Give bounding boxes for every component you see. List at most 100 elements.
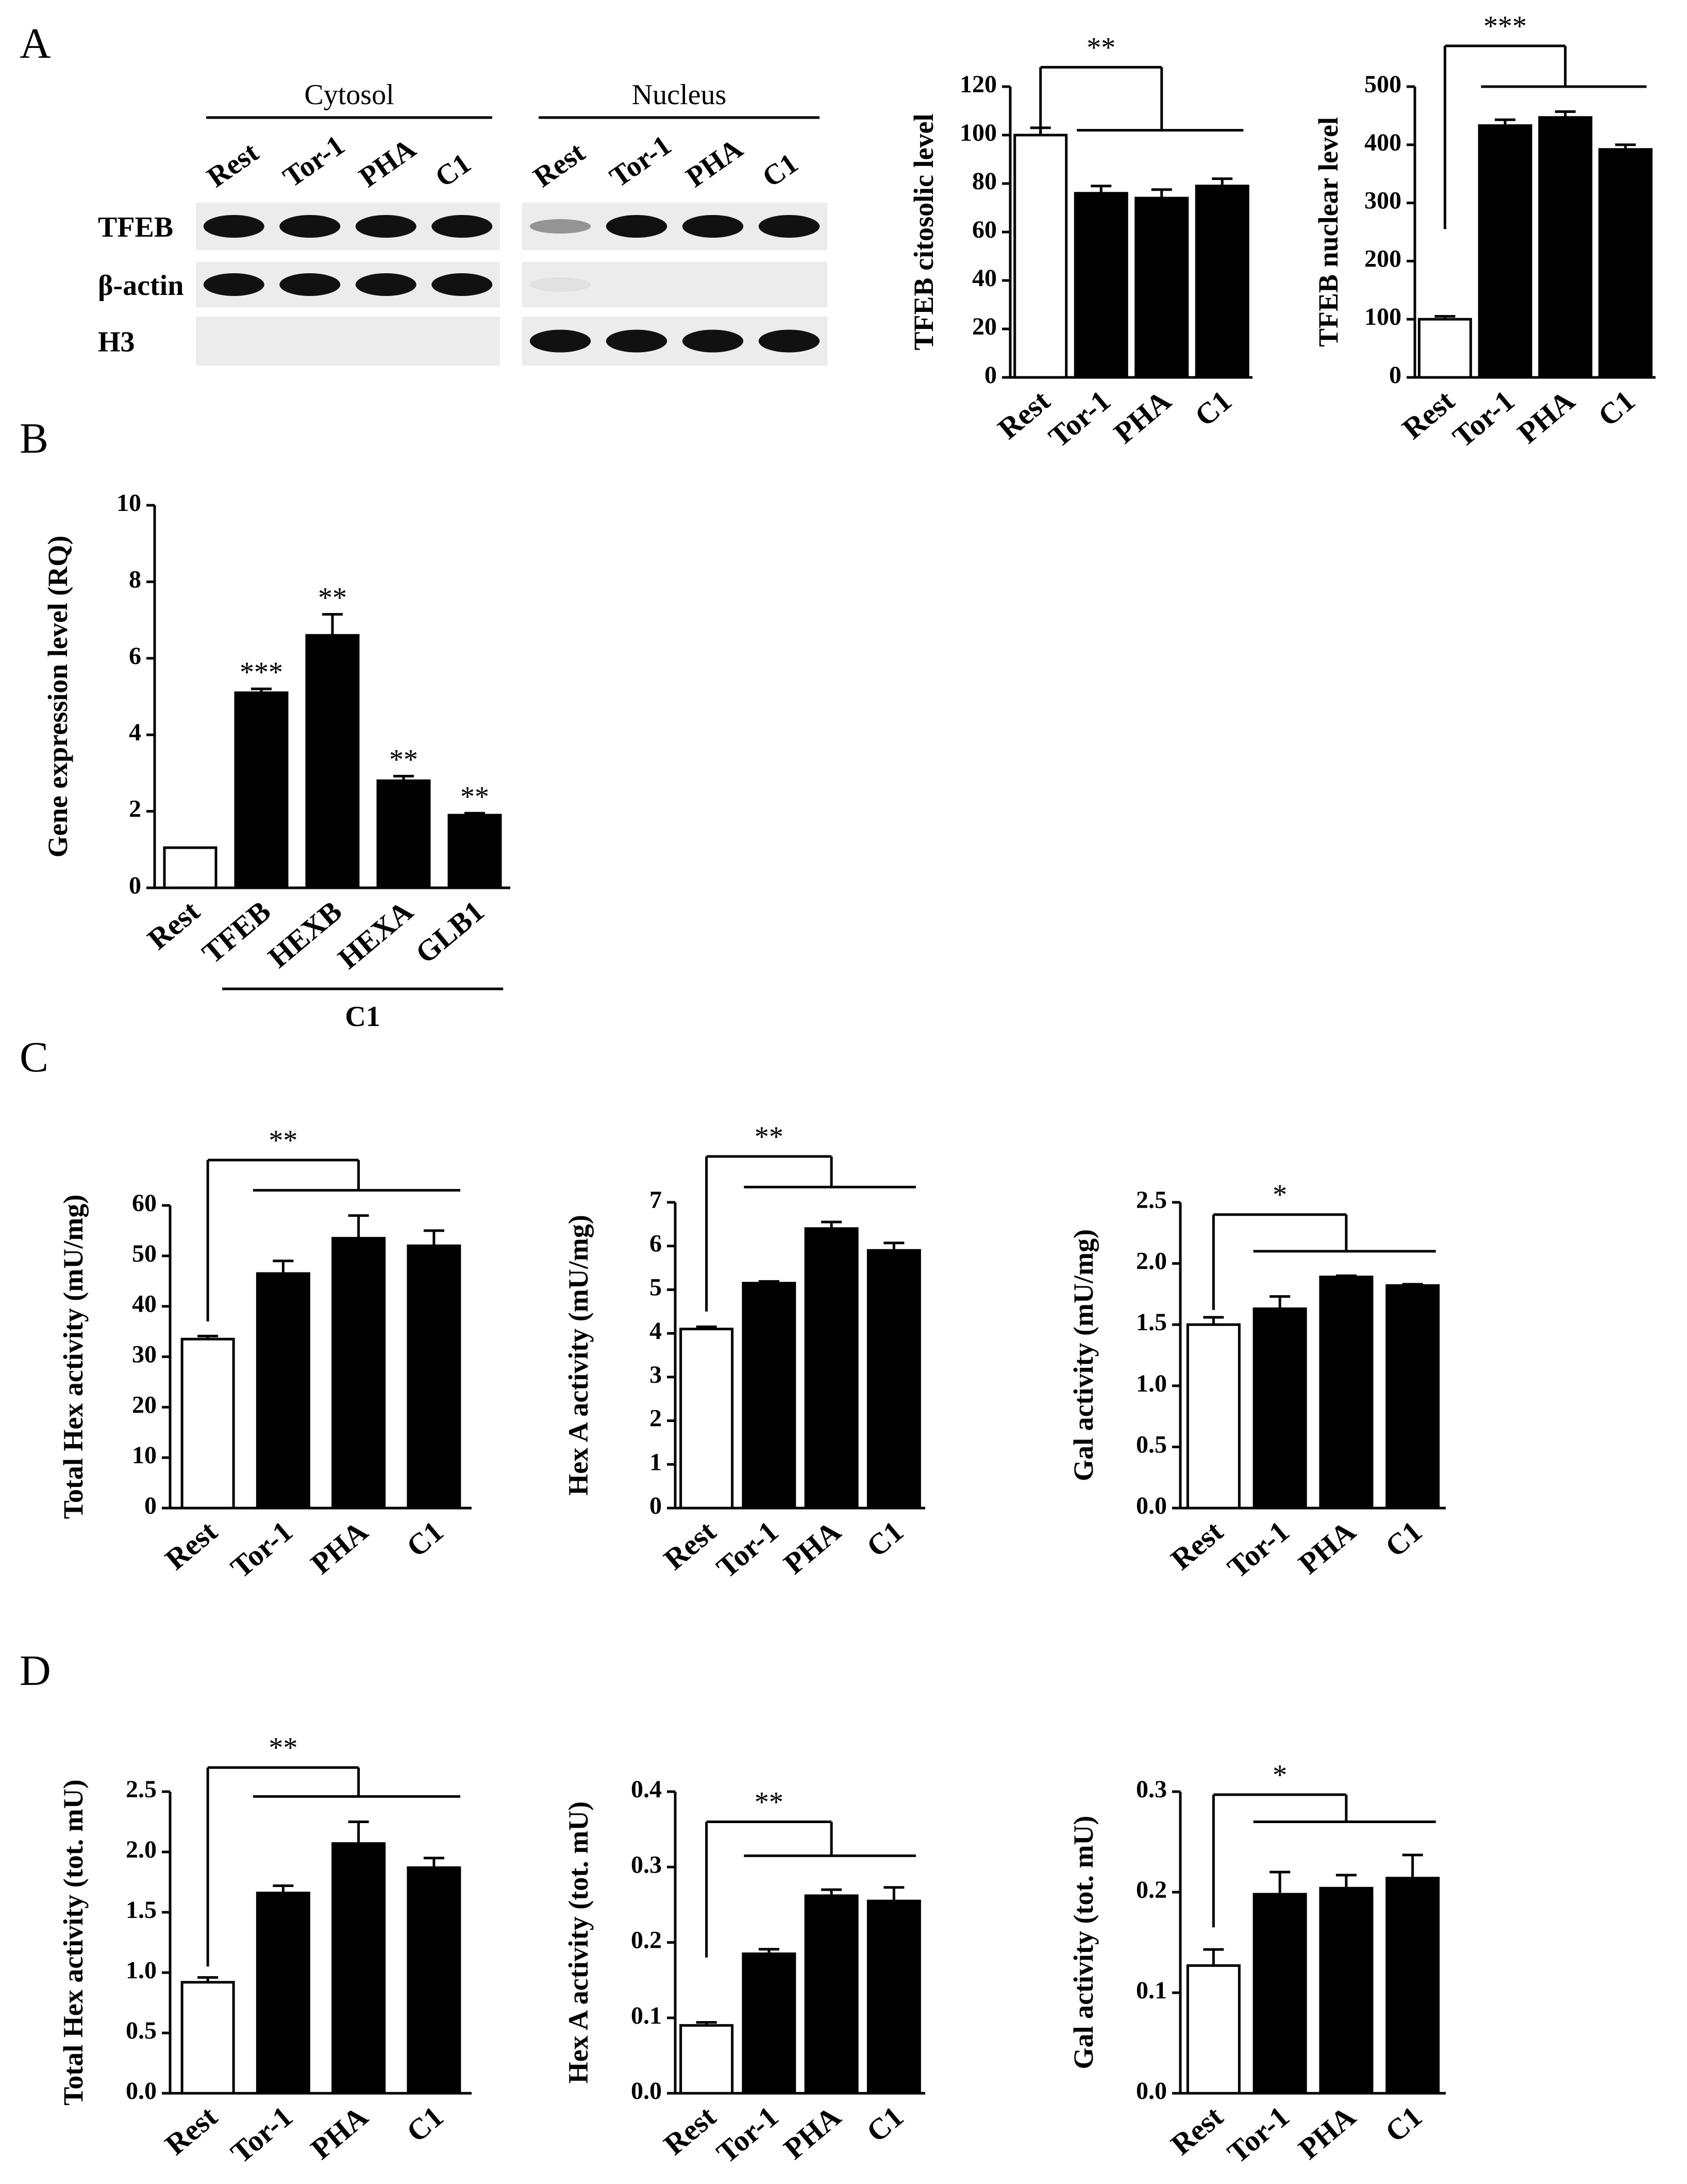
chart-b-group-label: C1 <box>345 1001 380 1033</box>
chart-a2-bar-c1 <box>1598 148 1653 379</box>
chart-c3-ylabel: Gal activity (mU/mg) <box>1068 1229 1099 1481</box>
chart-c3-ytick-label-5: 2.5 <box>1136 1186 1167 1214</box>
chart-c1-bar-rest <box>180 1337 235 1510</box>
chart-b-star-glb1: ** <box>460 781 489 813</box>
chart-b-star-hexa: ** <box>389 743 418 775</box>
chart-d3-ytick-label-3: 0.3 <box>1136 1776 1167 1803</box>
chart-d1-bar-c1 <box>407 1866 461 2095</box>
chart-c2-ytick-label-3: 3 <box>649 1361 662 1388</box>
chart-d1-bar-pha <box>331 1842 386 2095</box>
chart-d1-ytick-label-3: 1.5 <box>126 1896 157 1924</box>
blot-group-label-cytosol: Cytosol <box>304 79 394 111</box>
chart-d3-ylabel: Gal activity (tot. mU) <box>1068 1816 1099 2070</box>
chart-a2-ytick-label-3: 300 <box>1364 187 1401 214</box>
chart-b-ytick-label-5: 10 <box>116 489 141 517</box>
panel-letter-d: D <box>20 1647 51 1695</box>
chart-c3-bar-c1 <box>1385 1284 1440 1510</box>
chart-b-star-tfeb: *** <box>240 656 283 688</box>
chart-c1-bar-c1 <box>407 1244 461 1510</box>
chart-c2-ytick-label-0: 0 <box>649 1492 662 1519</box>
blot-band-nucleus-actin-lane-1 <box>529 277 591 292</box>
chart-b-bar-glb1 <box>447 814 502 889</box>
chart-b-bar-tfeb <box>234 691 289 889</box>
panel-letter-a: A <box>20 20 51 68</box>
chart-c1-bar-tor-1 <box>256 1272 310 1510</box>
chart-d3-bar-c1 <box>1385 1877 1440 2095</box>
blot-row-label-h3: H3 <box>98 326 135 358</box>
chart-b-ytick-label-2: 4 <box>129 719 141 746</box>
chart-a1-ytick-label-1: 20 <box>972 313 997 340</box>
chart-d1-significance-label: ** <box>269 1732 297 1764</box>
chart-c3-ytick-label-1: 0.5 <box>1136 1431 1167 1458</box>
chart-c3-ytick-label-4: 2.0 <box>1136 1248 1167 1275</box>
chart-c2-ytick-label-7: 7 <box>649 1186 662 1214</box>
chart-a1-bar-tor-1 <box>1074 192 1128 379</box>
chart-a2-ytick-label-1: 100 <box>1364 303 1401 330</box>
chart-c1-ytick-label-0: 0 <box>144 1492 157 1519</box>
chart-c1-ytick-label-5: 50 <box>132 1240 157 1267</box>
blot-band-nucleus-h3-lane-3 <box>682 329 744 353</box>
chart-b-star-hexb: ** <box>318 582 347 614</box>
blot-membrane-nucleus-1 <box>522 262 827 307</box>
blot-band-nucleus-tfeb-lane-4 <box>758 215 820 238</box>
chart-d1-ytick-label-1: 0.5 <box>126 2017 157 2044</box>
chart-c1-bar-pha <box>331 1237 386 1510</box>
chart-a2-ytick-label-0: 0 <box>1389 361 1401 389</box>
blot-band-nucleus-h3-lane-4 <box>758 329 820 353</box>
chart-b-ytick-label-3: 6 <box>129 642 141 670</box>
blot-band-nucleus-tfeb-lane-3 <box>682 215 744 238</box>
chart-b-bar-rest <box>163 846 218 889</box>
chart-d3-ytick-label-0: 0.0 <box>1136 2077 1167 2105</box>
chart-d2-bar-rest <box>679 2024 734 2095</box>
chart-c2-ytick-label-1: 1 <box>649 1448 662 1476</box>
blot-band-nucleus-tfeb-lane-2 <box>606 215 667 238</box>
chart-a1-ytick-label-5: 100 <box>960 119 997 146</box>
chart-c2-ylabel: Hex A activity (mU/mg) <box>563 1215 594 1495</box>
blot-row-label-tfeb: TFEB <box>98 211 173 243</box>
chart-a1-ytick-label-3: 60 <box>972 216 997 243</box>
chart-a1-bar-c1 <box>1195 185 1249 379</box>
chart-a1-ylabel: TFEB citosolic level <box>908 114 939 351</box>
chart-c3-bar-tor-1 <box>1252 1307 1307 1510</box>
chart-d2-ytick-label-2: 0.2 <box>631 1927 662 1954</box>
chart-c1-ytick-label-4: 40 <box>132 1290 157 1318</box>
blot-band-cytosol-actin-lane-1 <box>203 273 264 296</box>
blot-band-nucleus-h3-lane-2 <box>606 329 667 353</box>
chart-c2-significance-label: ** <box>755 1121 783 1153</box>
chart-d1-ytick-label-2: 1.0 <box>126 1957 157 1984</box>
chart-d2-bar-tor-1 <box>742 1952 796 2095</box>
chart-d1-bar-rest <box>180 1981 235 2095</box>
chart-a2-ytick-label-5: 500 <box>1364 71 1401 98</box>
blot-band-cytosol-actin-lane-4 <box>431 273 493 296</box>
chart-b-bar-hexb <box>305 634 360 889</box>
chart-a1-bar-pha <box>1134 196 1189 379</box>
chart-a1-ytick-label-0: 0 <box>984 361 997 389</box>
chart-c1-ylabel: Total Hex activity (mU/mg) <box>58 1195 89 1519</box>
chart-c2-bar-c1 <box>866 1249 921 1510</box>
chart-c3-ytick-label-0: 0.0 <box>1136 1492 1167 1519</box>
chart-d2-ylabel: Hex A activity (tot. mU) <box>563 1801 594 2083</box>
chart-a1-ytick-label-4: 80 <box>972 168 997 195</box>
chart-d3-ytick-label-2: 0.2 <box>1136 1876 1167 1904</box>
chart-d3-ytick-label-1: 0.1 <box>1136 1977 1167 2004</box>
blot-band-nucleus-tfeb-lane-1 <box>529 219 591 234</box>
chart-d2-ytick-label-4: 0.4 <box>631 1776 662 1803</box>
chart-d1-ytick-label-4: 2.0 <box>126 1836 157 1863</box>
chart-d1-ylabel: Total Hex activity (tot. mU) <box>58 1779 89 2105</box>
chart-c2-ytick-label-5: 5 <box>649 1273 662 1301</box>
chart-d2-ytick-label-1: 0.1 <box>631 2002 662 2029</box>
chart-a1-ytick-label-2: 40 <box>972 264 997 292</box>
chart-a2-bar-tor-1 <box>1478 124 1532 379</box>
chart-c1-ytick-label-2: 20 <box>132 1391 157 1418</box>
blot-band-cytosol-tfeb-lane-3 <box>355 215 416 238</box>
chart-d1-ytick-label-0: 0.0 <box>126 2077 157 2105</box>
blot-band-cytosol-actin-lane-3 <box>355 273 416 296</box>
blot-row-label-actin: β-actin <box>98 270 183 302</box>
chart-b-bar-hexa <box>376 779 431 889</box>
chart-c2-ytick-label-4: 4 <box>649 1317 662 1345</box>
chart-c3-bar-pha <box>1319 1276 1374 1510</box>
chart-c2-bar-rest <box>679 1328 734 1510</box>
chart-a1-ytick-label-6: 120 <box>960 71 997 98</box>
